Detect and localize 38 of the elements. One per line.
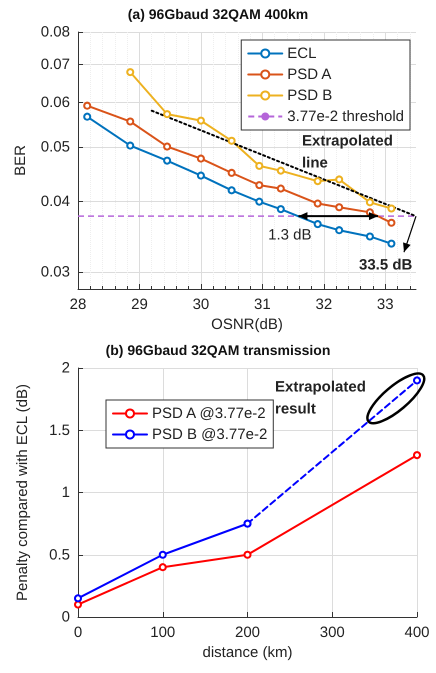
y-tick-label: 0.07 [40,56,70,74]
y-tick-label: 0.08 [40,24,70,40]
y-tick-label: 0.03 [40,264,70,281]
annotation: 1.3 dB [268,226,312,244]
x-tick-label: 30 [192,296,210,313]
legend-label: PSD B [287,87,332,104]
y-tick-label: 0.5 [49,546,70,564]
x-tick-label: 28 [70,296,86,313]
x-tick-label: 29 [131,296,148,313]
legend-label: 3.77e-2 threshold [287,108,404,125]
chart-title: (b) 96Gbaud 32QAM transmission [106,342,330,358]
legend-label: PSD A [287,66,332,83]
y-axis-title: Penalty compared with ECL (dB) [14,384,31,602]
annotation: 33.5 dB [359,256,413,274]
y-tick-label: 0.05 [40,138,70,156]
annotation: Extrapolated result [275,378,370,418]
annotation: Extrapolated line [302,132,398,172]
x-tick-label: 200 [234,624,260,641]
x-tick-label: 400 [404,624,430,641]
y-tick-label: 0.06 [40,94,70,111]
y-tick-label: 0 [62,608,70,626]
legend-label: PSD B @3.77e-2 [152,426,268,443]
x-tick-label: 32 [315,296,332,313]
y-tick-label: 1 [62,484,70,501]
x-tick-label: 0 [74,624,82,641]
chart-title: (a) 96Gbaud 32QAM 400km [128,6,308,22]
x-tick-label: 33 [376,296,394,313]
x-axis-title: distance (km) [202,644,293,661]
y-tick-label: 1.5 [49,422,70,439]
x-tick-label: 31 [254,296,271,313]
legend-label: PSD A @3.77e-2 [152,405,266,422]
y-axis-title: BER [12,144,29,176]
x-axis-title: OSNR(dB) [211,316,283,333]
y-tick-label: 0.04 [40,193,70,210]
x-tick-label: 300 [320,624,345,641]
legend-label: ECL [287,45,316,62]
x-tick-label: 100 [150,624,176,641]
y-tick-label: 2 [62,360,70,376]
